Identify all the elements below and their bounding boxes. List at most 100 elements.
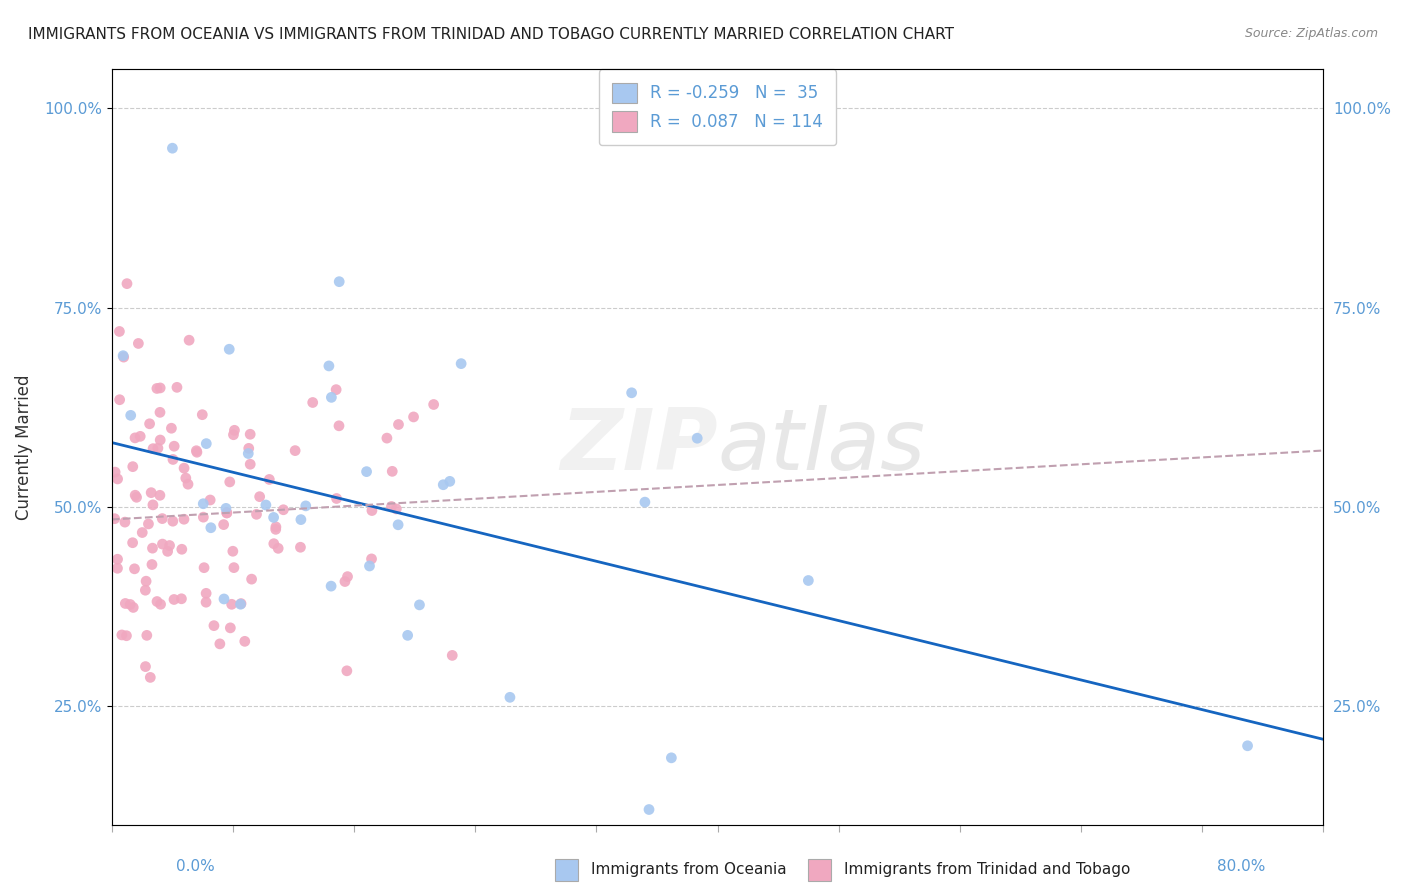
- Point: [336, 569, 359, 583]
- Point: [396, 628, 419, 642]
- Point: [361, 503, 384, 517]
- Point: [138, 417, 160, 431]
- Point: [146, 381, 169, 395]
- Point: [381, 464, 404, 478]
- Point: [170, 542, 193, 557]
- Point: [142, 498, 165, 512]
- Point: [134, 583, 156, 598]
- Point: [294, 499, 316, 513]
- Point: [249, 490, 271, 504]
- Point: [263, 537, 285, 551]
- Point: [290, 541, 312, 555]
- Point: [107, 472, 129, 486]
- Point: [218, 475, 240, 489]
- Point: [193, 560, 215, 574]
- Text: Immigrants from Trinidad and Tobago: Immigrants from Trinidad and Tobago: [844, 863, 1130, 877]
- Point: [240, 572, 263, 586]
- Point: [138, 516, 160, 531]
- Point: [267, 541, 290, 556]
- Point: [499, 690, 522, 705]
- Point: [149, 597, 172, 611]
- Text: Source: ZipAtlas.com: Source: ZipAtlas.com: [1244, 27, 1378, 40]
- Point: [229, 597, 252, 611]
- Point: [115, 277, 138, 291]
- Point: [149, 433, 172, 447]
- Point: [264, 520, 287, 534]
- Point: [238, 442, 260, 456]
- Point: [634, 495, 657, 509]
- Text: Immigrants from Oceania: Immigrants from Oceania: [591, 863, 786, 877]
- Point: [173, 461, 195, 475]
- Point: [121, 535, 143, 549]
- Point: [222, 427, 245, 442]
- Point: [661, 751, 683, 765]
- Point: [328, 418, 350, 433]
- Point: [150, 511, 173, 525]
- Point: [107, 561, 129, 575]
- Point: [149, 405, 172, 419]
- Point: [1236, 739, 1258, 753]
- Point: [177, 477, 200, 491]
- Point: [121, 459, 143, 474]
- Point: [162, 452, 184, 467]
- Point: [141, 485, 163, 500]
- Point: [127, 336, 149, 351]
- Text: atlas: atlas: [717, 406, 925, 489]
- Point: [173, 512, 195, 526]
- Point: [202, 618, 225, 632]
- Text: ZIP: ZIP: [560, 406, 717, 489]
- Point: [163, 439, 186, 453]
- Point: [222, 544, 245, 558]
- Point: [142, 442, 165, 456]
- Point: [135, 628, 157, 642]
- Point: [193, 497, 215, 511]
- Text: IMMIGRANTS FROM OCEANIA VS IMMIGRANTS FROM TRINIDAD AND TOBAGO CURRENTLY MARRIED: IMMIGRANTS FROM OCEANIA VS IMMIGRANTS FR…: [28, 27, 955, 42]
- Point: [141, 541, 163, 556]
- Point: [104, 512, 127, 526]
- Point: [263, 510, 285, 524]
- Point: [441, 648, 464, 663]
- Point: [638, 803, 661, 817]
- Point: [124, 488, 146, 502]
- Point: [360, 552, 382, 566]
- Point: [245, 508, 267, 522]
- Point: [191, 408, 214, 422]
- Point: [120, 409, 142, 423]
- Text: 80.0%: 80.0%: [1218, 859, 1265, 874]
- Point: [290, 513, 312, 527]
- Point: [233, 634, 256, 648]
- Point: [797, 574, 820, 588]
- Point: [215, 501, 238, 516]
- Point: [212, 517, 235, 532]
- Point: [229, 597, 252, 611]
- Point: [146, 441, 169, 455]
- Point: [200, 521, 222, 535]
- Point: [112, 350, 135, 364]
- Point: [375, 431, 398, 445]
- Point: [319, 579, 342, 593]
- Point: [387, 417, 409, 432]
- Point: [195, 595, 218, 609]
- Point: [336, 664, 359, 678]
- Point: [264, 522, 287, 536]
- Point: [620, 385, 643, 400]
- Point: [115, 629, 138, 643]
- Point: [114, 515, 136, 529]
- Point: [215, 506, 238, 520]
- Point: [239, 457, 262, 471]
- Text: 0.0%: 0.0%: [176, 859, 215, 874]
- Point: [318, 359, 340, 373]
- Point: [219, 621, 242, 635]
- Point: [301, 395, 323, 409]
- Point: [112, 349, 135, 363]
- Point: [450, 357, 472, 371]
- Point: [359, 559, 381, 574]
- Point: [129, 429, 152, 443]
- Point: [686, 431, 709, 445]
- Point: [107, 552, 129, 566]
- Point: [114, 597, 136, 611]
- Point: [174, 471, 197, 485]
- Point: [141, 558, 163, 572]
- Point: [195, 586, 218, 600]
- Point: [239, 427, 262, 442]
